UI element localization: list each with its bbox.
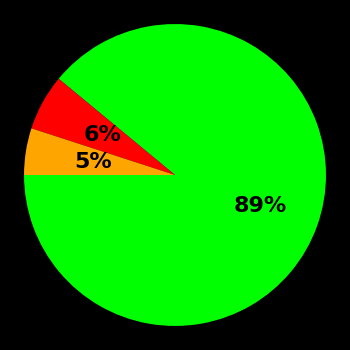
Text: 89%: 89%: [233, 196, 287, 216]
Wedge shape: [32, 79, 175, 175]
Text: 6%: 6%: [83, 125, 121, 145]
Wedge shape: [24, 128, 175, 175]
Wedge shape: [24, 24, 326, 326]
Text: 5%: 5%: [74, 152, 112, 172]
